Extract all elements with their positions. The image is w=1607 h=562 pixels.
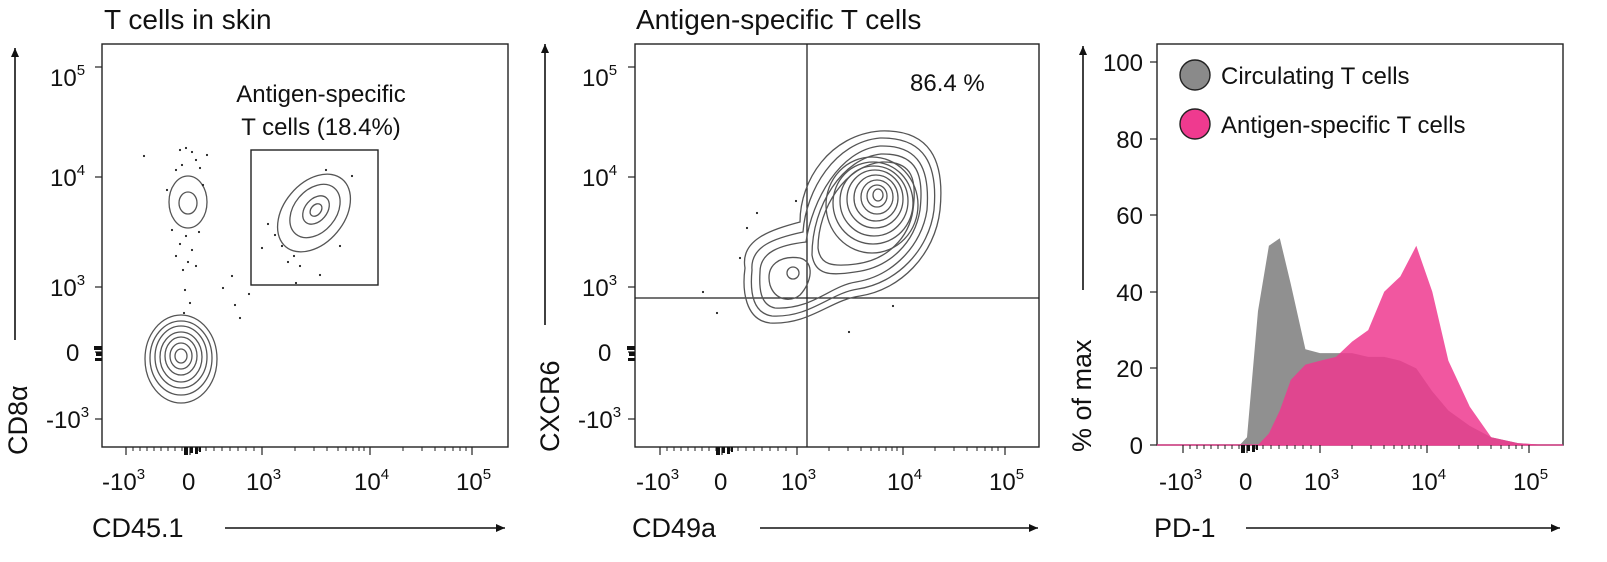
legend-label-circulating: Circulating T cells	[1221, 63, 1410, 90]
panel1-y-ticks	[95, 66, 102, 420]
panel2-y-ticks	[628, 66, 635, 420]
panel2-x-ticks	[659, 447, 1006, 455]
panel1-y-label: CD8α	[3, 385, 33, 455]
panel3-xtick-label: 103	[1304, 466, 1339, 496]
panel2-ytick-label: 0	[598, 340, 611, 367]
panel1-y-tick-labels: 105 104 103 0 -103	[46, 62, 89, 434]
panel1-contour-antigen-cluster	[276, 173, 352, 253]
panel2-edge-events-y	[627, 346, 635, 361]
panel1-contour-cd8-cluster	[168, 175, 208, 229]
panel2-frame	[634, 43, 1040, 448]
panel3-legend: Circulating T cells Antigen-specific T c…	[1179, 59, 1466, 140]
histogram-area-circulating	[1174, 238, 1545, 445]
panel1-ytick-label: 104	[50, 162, 85, 192]
panel2-ytick-label: 103	[582, 272, 617, 302]
panel2-xtick-label: -103	[636, 466, 679, 496]
panel1-ytick-label: 105	[50, 62, 85, 92]
panel1-scatter-events	[142, 146, 354, 320]
panel3-y-tick-labels: 0 20 40 60 80 100	[1103, 50, 1143, 460]
panel3-x-tick-labels: -103 0 103 104 105	[1159, 466, 1548, 496]
panel1-xtick-label: 105	[456, 466, 491, 496]
panel1-xtick-label: 104	[354, 466, 389, 496]
panel1-x-label: CD45.1	[92, 513, 184, 543]
panel3-ytick-label: 60	[1116, 203, 1143, 230]
panel3-ytick-label: 100	[1103, 50, 1143, 77]
panel1-x-ticks	[125, 447, 473, 455]
panel2-y-tick-labels: 105 104 103 0 -103	[578, 62, 621, 434]
panel3-histogram-areas	[1157, 238, 1563, 446]
panel1-xtick-label: 103	[246, 466, 281, 496]
panel3-ytick-label: 40	[1116, 280, 1143, 307]
panel1-gate-label-line2: T cells (18.4%)	[241, 114, 401, 141]
panel2-xtick-label: 104	[887, 466, 922, 496]
panel-t-cells-in-skin: T cells in skin CD8α CD45.1 105 104 103 …	[3, 4, 509, 543]
panel1-edge-events-y	[94, 346, 102, 361]
panel1-title: T cells in skin	[104, 4, 272, 35]
legend-swatch-circulating	[1179, 59, 1211, 91]
panel2-ytick-label: 104	[582, 162, 617, 192]
panel2-x-label: CD49a	[632, 513, 717, 543]
panel2-ytick-label: 105	[582, 62, 617, 92]
panel2-xtick-label: 103	[781, 466, 816, 496]
panel2-scatter-events	[701, 199, 895, 334]
legend-swatch-antigen-specific	[1179, 108, 1211, 140]
panel1-ytick-label: 103	[50, 272, 85, 302]
panel1-ytick-label: 0	[66, 340, 79, 367]
panel2-quadrant-label: 86.4 %	[910, 70, 985, 97]
legend-label-antigen-specific: Antigen-specific T cells	[1221, 112, 1466, 139]
panel2-contour-main	[743, 130, 942, 324]
panel3-xtick-label: 104	[1411, 466, 1446, 496]
panel3-xtick-label: 0	[1239, 469, 1252, 496]
panel2-ytick-label: -103	[578, 404, 621, 434]
panel1-edge-events-x	[184, 447, 201, 455]
histogram-area-antigen-specific	[1174, 245, 1545, 445]
panel3-ytick-label: 20	[1116, 356, 1143, 383]
panel-antigen-specific-t-cells: Antigen-specific T cells CXCR6 CD49a 105…	[535, 4, 1040, 543]
panel3-edge-events-x	[1241, 445, 1258, 453]
panel2-title: Antigen-specific T cells	[636, 4, 921, 35]
panel3-y-label: % of max	[1067, 339, 1097, 452]
panel1-ytick-label: -103	[46, 404, 89, 434]
panel3-xtick-label: -103	[1159, 466, 1202, 496]
panel3-xtick-label: 105	[1513, 466, 1548, 496]
panel3-ytick-label: 80	[1116, 127, 1143, 154]
panel2-xtick-label: 105	[989, 466, 1024, 496]
panel1-x-tick-labels: -103 0 103 104 105	[102, 466, 491, 496]
panel1-xtick-label: 0	[182, 469, 195, 496]
panel3-x-ticks	[1182, 445, 1530, 453]
panel1-gate	[250, 149, 379, 286]
panel1-xtick-label: -103	[102, 466, 145, 496]
panel1-contour-dn-cluster	[144, 314, 218, 404]
panel2-y-label: CXCR6	[535, 360, 565, 452]
panel3-y-ticks	[1150, 61, 1157, 446]
panel2-x-tick-labels: -103 0 103 104 105	[636, 466, 1024, 496]
panel3-ytick-label: 0	[1130, 433, 1143, 460]
panel2-xtick-label: 0	[714, 469, 727, 496]
panel1-frame	[101, 43, 509, 448]
panel3-x-label: PD-1	[1154, 513, 1216, 543]
panel2-edge-events-x	[716, 447, 733, 455]
panel-pd1-histogram: % of max PD-1 0 20 40 60 80 100	[1067, 43, 1564, 543]
panel1-gate-label-line1: Antigen-specific	[236, 81, 405, 108]
